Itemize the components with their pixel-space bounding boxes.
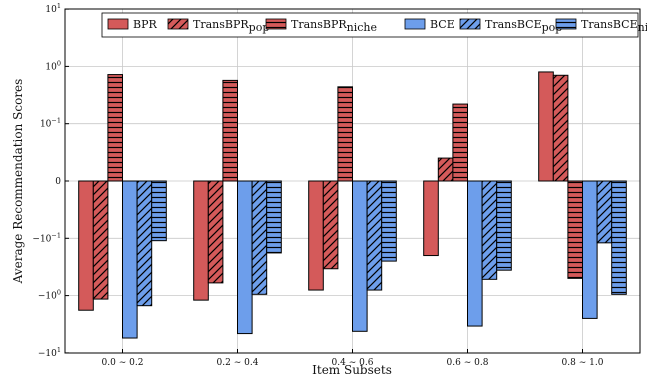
- bar-transbprniche-2-hatch: [222, 80, 238, 181]
- bar-transbceniche-2-hatch: [266, 181, 282, 253]
- bar-transbprniche-1-hatch: [107, 74, 123, 181]
- legend-label-main: BPR: [133, 18, 157, 31]
- x-tick-label: 0.6 ∼ 0.8: [447, 358, 489, 368]
- legend-label-sub: niche: [638, 21, 647, 34]
- legend-item-bpr: BPR: [107, 18, 157, 31]
- bar-bce-1: [122, 180, 138, 339]
- bar-transbprpop-4-hatch: [438, 158, 453, 181]
- legend-label: BCE: [430, 18, 455, 31]
- legend-label-main: TransBPR: [193, 18, 249, 31]
- legend-label-main: TransBCE: [581, 18, 638, 31]
- x-tick-label: 0.0 ∼ 0.2: [102, 358, 144, 368]
- y-tick-exponent: −1: [51, 231, 61, 239]
- y-axis-label: Average Recommendation Scores: [11, 79, 25, 285]
- legend-swatch: [404, 18, 426, 30]
- legend-label-main: BCE: [430, 18, 455, 31]
- bar-transbprniche-3-hatch: [337, 86, 353, 181]
- bar-transbcepop-5-hatch: [597, 181, 612, 243]
- bar-bpr-1: [78, 180, 94, 311]
- bar-transbcepop-1-hatch: [137, 181, 152, 306]
- bar-transbprpop-2-hatch: [208, 181, 223, 283]
- bar-transbprpop-3-hatch: [323, 181, 338, 269]
- legend-swatch-hatch: [460, 19, 480, 29]
- bar-transbceniche-1-hatch: [151, 181, 167, 241]
- bar-transbprniche-4-hatch: [452, 104, 468, 181]
- y-tick-base: −10: [32, 234, 51, 244]
- x-tick-label: 0.8 ∼ 1.0: [562, 358, 604, 368]
- legend-label: BPR: [133, 18, 157, 31]
- x-tick-label: 0.4 ∼ 0.6: [332, 358, 374, 368]
- bar-bpr-3: [308, 180, 324, 291]
- y-tick-base: 10: [45, 62, 57, 72]
- bar-transbcepop-3-hatch: [367, 181, 382, 291]
- legend-swatch-hatch: [556, 19, 576, 29]
- legend-item-bce: BCE: [404, 18, 455, 31]
- bar-bpr-5: [538, 71, 554, 182]
- bar-bpr-2: [193, 180, 209, 301]
- legend-swatch: [107, 18, 129, 30]
- x-axis-ticks: 0.0 ∼ 0.2 0.2 ∼ 0.4 0.4 ∼ 0.6 0.6 ∼ 0.8 0.8 …: [102, 349, 604, 368]
- legend-item-transbceniche: TransBCEniche: [555, 18, 647, 34]
- y-tick-label: 0: [55, 177, 61, 187]
- y-tick-exponent: 1: [57, 346, 61, 354]
- y-tick-label: 100: [45, 59, 61, 72]
- bar-bce-5: [582, 180, 598, 319]
- x-tick-label: 0.2 ∼ 0.4: [217, 358, 259, 368]
- legend-item-transbprniche: TransBPRniche: [265, 18, 377, 34]
- legend: BPR TransBPRpop TransBPRniche BCE TransBCEpo…: [101, 12, 647, 38]
- bar-bce-3: [352, 180, 368, 332]
- y-tick-label: −101: [38, 346, 61, 359]
- bar-transbprpop-5-hatch: [553, 75, 568, 181]
- legend-swatch-hatch: [266, 19, 286, 29]
- bar-transbceniche-4-hatch: [496, 181, 512, 271]
- legend-label-sub: pop: [249, 21, 270, 34]
- y-tick-label: −10−1: [32, 231, 61, 244]
- bar-transbprniche-5-hatch: [567, 181, 583, 279]
- legend-label-main: TransBCE: [485, 18, 542, 31]
- legend-swatch-hatch: [168, 19, 188, 29]
- bar-transbcepop-2-hatch: [252, 181, 267, 295]
- legend-label-main: TransBPR: [291, 18, 347, 31]
- legend-label-sub: niche: [347, 21, 377, 34]
- y-tick-base: 10: [40, 120, 52, 130]
- y-tick-label: −100: [38, 289, 61, 302]
- y-tick-base: −10: [38, 349, 57, 359]
- y-tick-exponent: −1: [51, 117, 61, 125]
- legend-label: TransBPRpop: [193, 18, 269, 34]
- y-tick-exponent: 1: [57, 2, 61, 10]
- bar-transbceniche-5-hatch: [611, 181, 627, 295]
- bars: [78, 71, 627, 339]
- bar-transbceniche-3-hatch: [381, 181, 397, 262]
- y-tick-label: 10−1: [40, 117, 61, 130]
- y-tick-exponent: 0: [57, 59, 61, 67]
- x-axis-label: Item Subsets: [312, 363, 392, 377]
- y-tick-base: −10: [38, 292, 57, 302]
- bar-bpr-4: [423, 180, 439, 257]
- y-tick-label: 101: [45, 2, 61, 15]
- y-tick-base: 0: [55, 177, 61, 187]
- bar-bce-2: [237, 180, 253, 335]
- y-tick-exponent: 0: [57, 289, 61, 297]
- legend-box: [101, 12, 639, 38]
- bar-bce-4: [467, 180, 483, 327]
- bar-transbprpop-1-hatch: [93, 181, 108, 300]
- legend-label: TransBCEniche: [581, 18, 647, 34]
- y-tick-base: 10: [45, 5, 57, 15]
- legend-item-transbprpop: TransBPRpop: [167, 18, 269, 34]
- bar-transbcepop-4-hatch: [482, 181, 497, 280]
- legend-label: TransBPRniche: [291, 18, 377, 34]
